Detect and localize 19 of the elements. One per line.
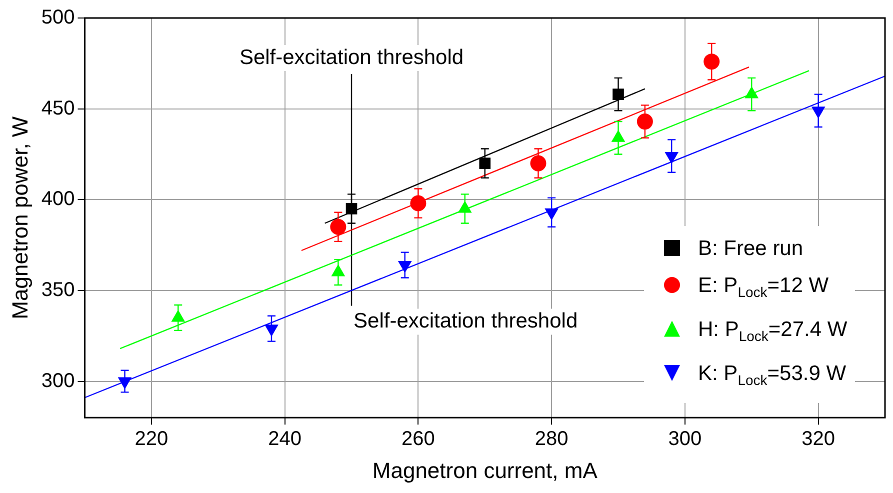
y-tick-label: 400 [41,188,75,210]
legend-label: K: P$_{Lock}$=53.9 W [698,362,846,388]
y-tick-label: 350 [41,278,75,301]
x-tick-label: 300 [668,428,702,450]
x-tick-label: 260 [402,428,435,450]
x-tick-label: 240 [268,428,302,450]
legend-label: E: P$_{Lock}$=12 W [698,274,829,300]
y-tick-label: 500 [41,6,75,29]
x-axis-title: Magnetron current, mA [372,458,598,483]
annotation: Self-excitation threshold [239,46,464,69]
legend-label: B: Free run [698,236,804,260]
x-tick-label: 280 [534,428,568,450]
y-tick-label: 450 [41,97,75,120]
y-tick-label: 300 [41,370,75,392]
x-tick-label: 320 [802,428,835,450]
x-tick-label: 220 [134,428,168,450]
legend-label: H: P$_{Lock}$=27.4 W [698,318,848,344]
annotation: Self-excitation threshold [354,309,578,332]
y-axis-title: Magnetron power, W [7,116,32,320]
